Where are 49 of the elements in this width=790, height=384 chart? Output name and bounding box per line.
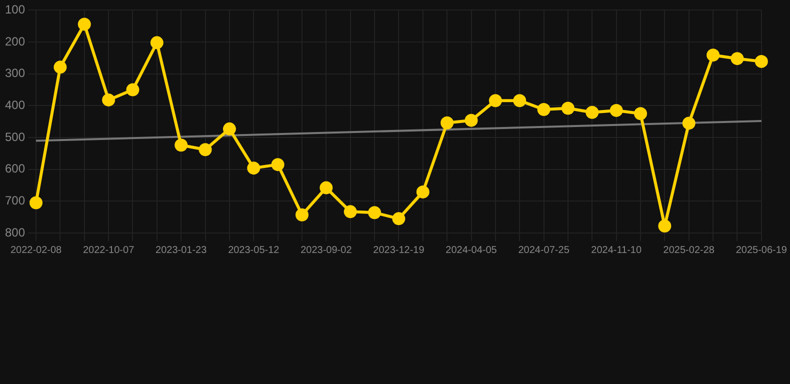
point bbox=[271, 158, 284, 172]
x-tick-label: 2024-04-05 bbox=[446, 244, 498, 256]
x-tick-label: 2023-12-19 bbox=[373, 244, 425, 256]
y-tick-label: 400 bbox=[4, 98, 26, 112]
point bbox=[126, 83, 140, 96]
point bbox=[247, 162, 260, 175]
point bbox=[658, 220, 672, 232]
point bbox=[150, 36, 164, 50]
x-tick-label: 2025-02-28 bbox=[663, 244, 715, 256]
point bbox=[537, 103, 550, 116]
y-tick-label: 600 bbox=[4, 162, 26, 176]
x-tick-label: 2024-11-10 bbox=[591, 244, 642, 256]
x-tick-label: 2025-06-19 bbox=[736, 244, 788, 256]
y-tick-label: 200 bbox=[4, 34, 26, 48]
point bbox=[296, 208, 309, 222]
point bbox=[586, 106, 599, 119]
y-tick-label: 100 bbox=[4, 2, 26, 17]
point bbox=[754, 54, 768, 68]
point bbox=[416, 185, 430, 198]
point bbox=[320, 181, 333, 194]
y-tick-label: 700 bbox=[4, 193, 26, 208]
x-tick-label: 2022-02-08 bbox=[10, 244, 62, 256]
point bbox=[392, 212, 406, 226]
x-tick-label: 2023-01-23 bbox=[156, 244, 208, 256]
point bbox=[174, 138, 188, 152]
point bbox=[222, 122, 236, 136]
point bbox=[464, 114, 478, 127]
point bbox=[344, 205, 357, 218]
point bbox=[513, 94, 526, 108]
x-tick-label: 2024-07-25 bbox=[518, 244, 570, 256]
point bbox=[730, 52, 744, 66]
y-tick-label: 500 bbox=[4, 130, 26, 144]
x-tick-label: 2023-05-12 bbox=[228, 244, 280, 256]
point bbox=[561, 102, 574, 115]
x-tick-label: 2022-10-07 bbox=[82, 244, 135, 256]
point bbox=[610, 104, 623, 117]
x-tick-label: 2023-09-02 bbox=[300, 244, 352, 256]
point bbox=[634, 107, 648, 120]
point bbox=[368, 206, 382, 220]
point bbox=[440, 116, 454, 130]
point bbox=[682, 116, 696, 130]
point bbox=[706, 48, 720, 62]
point bbox=[54, 60, 67, 74]
y-tick-label: 800 bbox=[4, 225, 26, 240]
point bbox=[198, 143, 212, 156]
y-tick-label: 300 bbox=[4, 66, 26, 80]
point bbox=[102, 93, 116, 106]
point bbox=[78, 18, 91, 31]
point bbox=[488, 94, 502, 108]
